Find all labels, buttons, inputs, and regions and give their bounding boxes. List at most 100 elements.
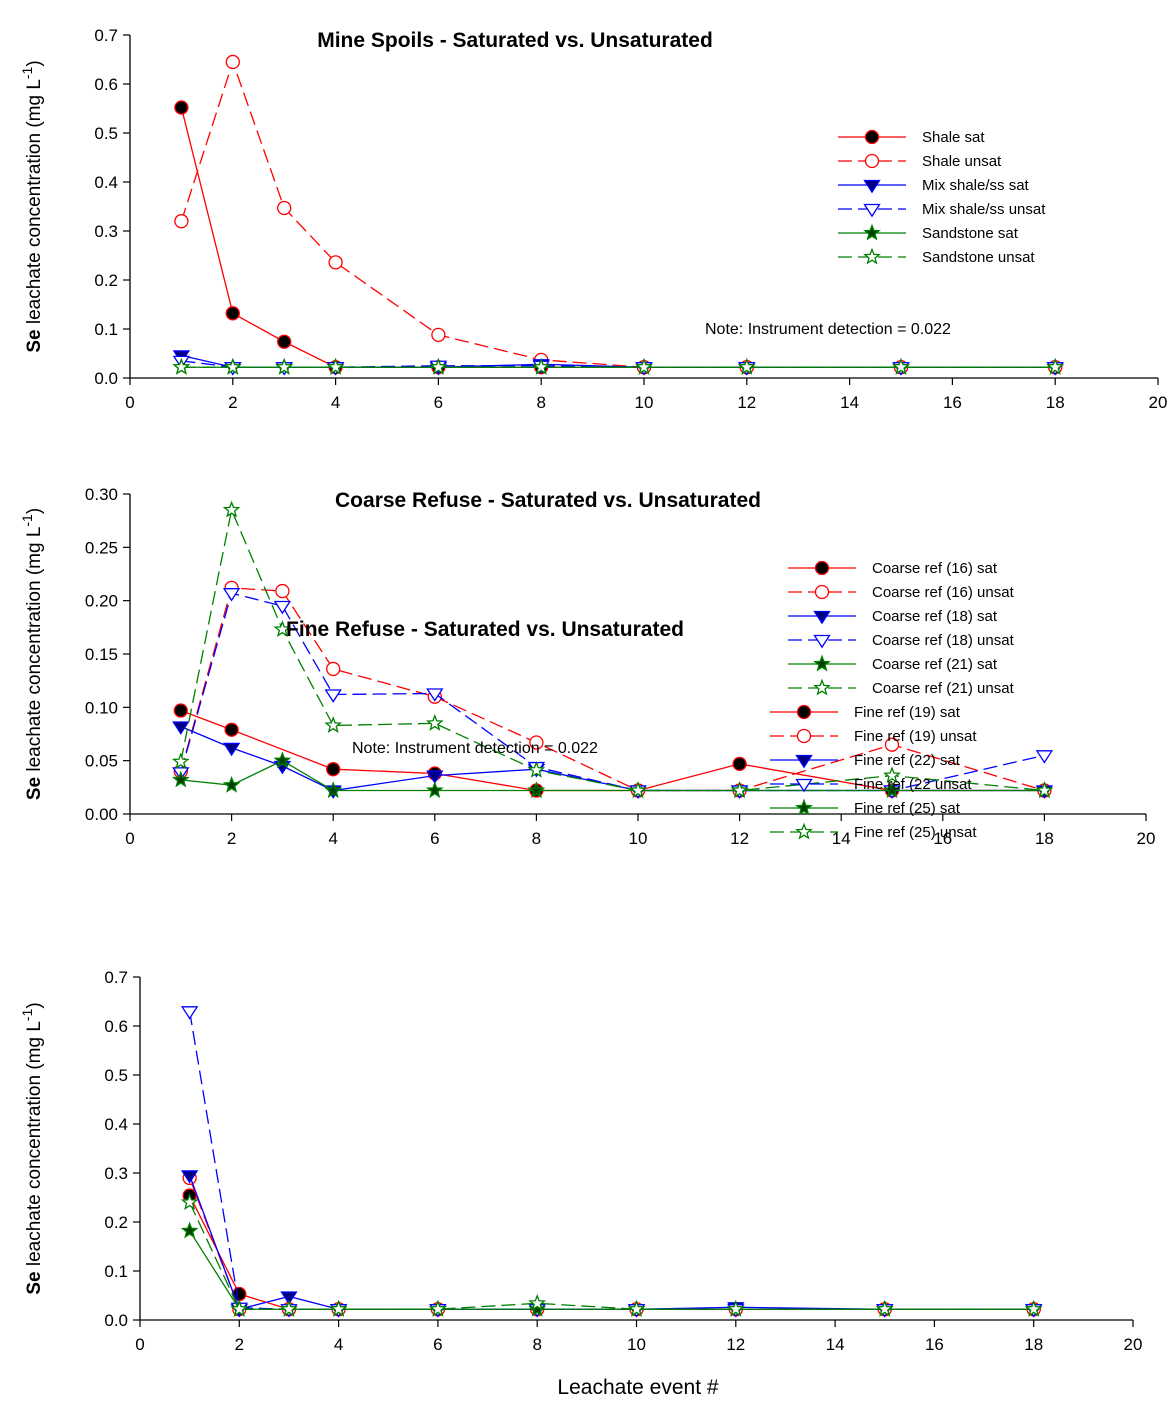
- y-tick-label: 0.2: [104, 1213, 128, 1232]
- y-tick-label: 0.7: [94, 26, 118, 45]
- series-line: [189, 1011, 1034, 1310]
- y-axis-label-part: Se: [24, 1271, 45, 1294]
- marker: [172, 357, 191, 375]
- x-tick-label: 18: [1035, 829, 1054, 848]
- y-tick-label: 0.0: [94, 369, 118, 388]
- marker: [527, 781, 546, 799]
- series-line: [189, 1230, 1034, 1310]
- marker: [329, 1299, 348, 1317]
- legend-marker: [864, 129, 880, 145]
- legend-marker: [864, 153, 880, 169]
- legend-marker: [863, 179, 881, 194]
- y-tick-label: 0.25: [85, 538, 118, 557]
- legend-label: Coarse ref (18) unsat: [872, 632, 1015, 649]
- legend-label: Sandstone sat: [922, 225, 1019, 242]
- y-tick-label: 0.3: [94, 222, 118, 241]
- marker: [222, 775, 241, 793]
- y-tick-label: 0.15: [85, 645, 118, 664]
- legend-marker: [796, 704, 812, 720]
- y-axis-label-part: ): [24, 508, 45, 514]
- marker: [273, 600, 292, 615]
- x-tick-label: 12: [726, 1335, 745, 1354]
- legend-marker: [813, 678, 831, 696]
- x-tick-label: 8: [532, 829, 541, 848]
- y-tick-label: 0.5: [104, 1066, 128, 1085]
- marker: [224, 722, 239, 737]
- x-tick-label: 20: [1137, 829, 1156, 848]
- x-tick-label: 8: [536, 393, 545, 412]
- y-axis-label-part: leachate concentration (mg L: [24, 1021, 45, 1271]
- series-line: [189, 1177, 1034, 1310]
- legend-marker: [796, 728, 812, 744]
- marker: [726, 1299, 745, 1317]
- x-tick-label: 14: [826, 1335, 845, 1354]
- y-tick-label: 0.05: [85, 752, 118, 771]
- x-tick-label: 14: [840, 393, 859, 412]
- marker: [324, 716, 343, 733]
- y-axis-label-part: leachate concentration (mg L: [24, 527, 45, 777]
- x-tick-label: 20: [1149, 393, 1168, 412]
- legend-marker: [795, 822, 813, 840]
- marker: [230, 1299, 249, 1317]
- marker: [275, 583, 290, 599]
- marker: [277, 334, 292, 349]
- marker: [174, 214, 189, 229]
- series-line: [180, 507, 1045, 792]
- annotation: Note: Instrument detection = 0.022: [352, 740, 598, 757]
- y-tick-label: 0.4: [104, 1115, 128, 1134]
- marker: [328, 255, 343, 270]
- legend-label: Shale unsat: [922, 153, 1002, 170]
- y-tick-label: 0.4: [94, 173, 118, 192]
- marker: [225, 306, 240, 321]
- legend-label: Mix shale/ss sat: [922, 177, 1030, 194]
- series-line: [189, 1202, 1034, 1310]
- legend-marker: [863, 203, 881, 218]
- y-axis-label: Se leachate concentration (mg L-1): [19, 1002, 45, 1294]
- marker: [892, 357, 910, 375]
- marker: [1035, 750, 1054, 764]
- marker: [277, 200, 292, 216]
- y-axis-label-part: leachate concentration (mg L: [24, 79, 45, 329]
- marker: [273, 620, 292, 637]
- marker: [426, 688, 444, 702]
- legend-label: Coarse ref (18) sat: [872, 608, 998, 625]
- legend-label: Coarse ref (21) unsat: [872, 680, 1015, 697]
- marker: [730, 781, 749, 799]
- marker: [635, 357, 653, 375]
- x-tick-label: 10: [635, 393, 654, 412]
- marker: [273, 751, 292, 769]
- x-tick-label: 2: [235, 1335, 244, 1354]
- y-tick-label: 0.0: [104, 1311, 128, 1330]
- x-tick-label: 4: [328, 829, 337, 848]
- y-tick-label: 0.6: [104, 1017, 128, 1036]
- x-tick-label: 16: [943, 393, 962, 412]
- marker: [171, 752, 190, 770]
- y-tick-label: 0.6: [94, 75, 118, 94]
- marker: [429, 357, 448, 375]
- x-tick-label: 6: [434, 393, 443, 412]
- series-line: [180, 759, 1045, 792]
- chart-title: Mine Spoils - Saturated vs. Unsaturated: [317, 29, 713, 52]
- y-tick-label: 0.10: [85, 698, 118, 717]
- marker: [326, 661, 341, 677]
- marker: [280, 1291, 298, 1305]
- y-axis-label-part: Se: [24, 329, 45, 352]
- x-tick-label: 12: [737, 393, 756, 412]
- marker: [280, 1299, 298, 1317]
- x-tick-label: 0: [125, 393, 134, 412]
- y-axis-label: Se leachate concentration (mg L-1): [19, 60, 45, 352]
- y-axis-label-part: ): [24, 1002, 45, 1008]
- legend-label: Coarse ref (16) unsat: [872, 584, 1015, 601]
- y-axis-label-part: -1: [19, 514, 35, 527]
- x-tick-label: 2: [228, 393, 237, 412]
- marker: [528, 1299, 547, 1317]
- marker: [429, 1299, 447, 1317]
- y-tick-label: 0.00: [85, 805, 118, 824]
- marker: [737, 357, 756, 375]
- marker: [180, 1006, 199, 1020]
- legend-marker: [813, 634, 831, 649]
- marker: [883, 781, 901, 799]
- marker: [222, 588, 241, 602]
- marker: [884, 737, 900, 752]
- legend-label: Mix shale/ss unsat: [922, 201, 1046, 218]
